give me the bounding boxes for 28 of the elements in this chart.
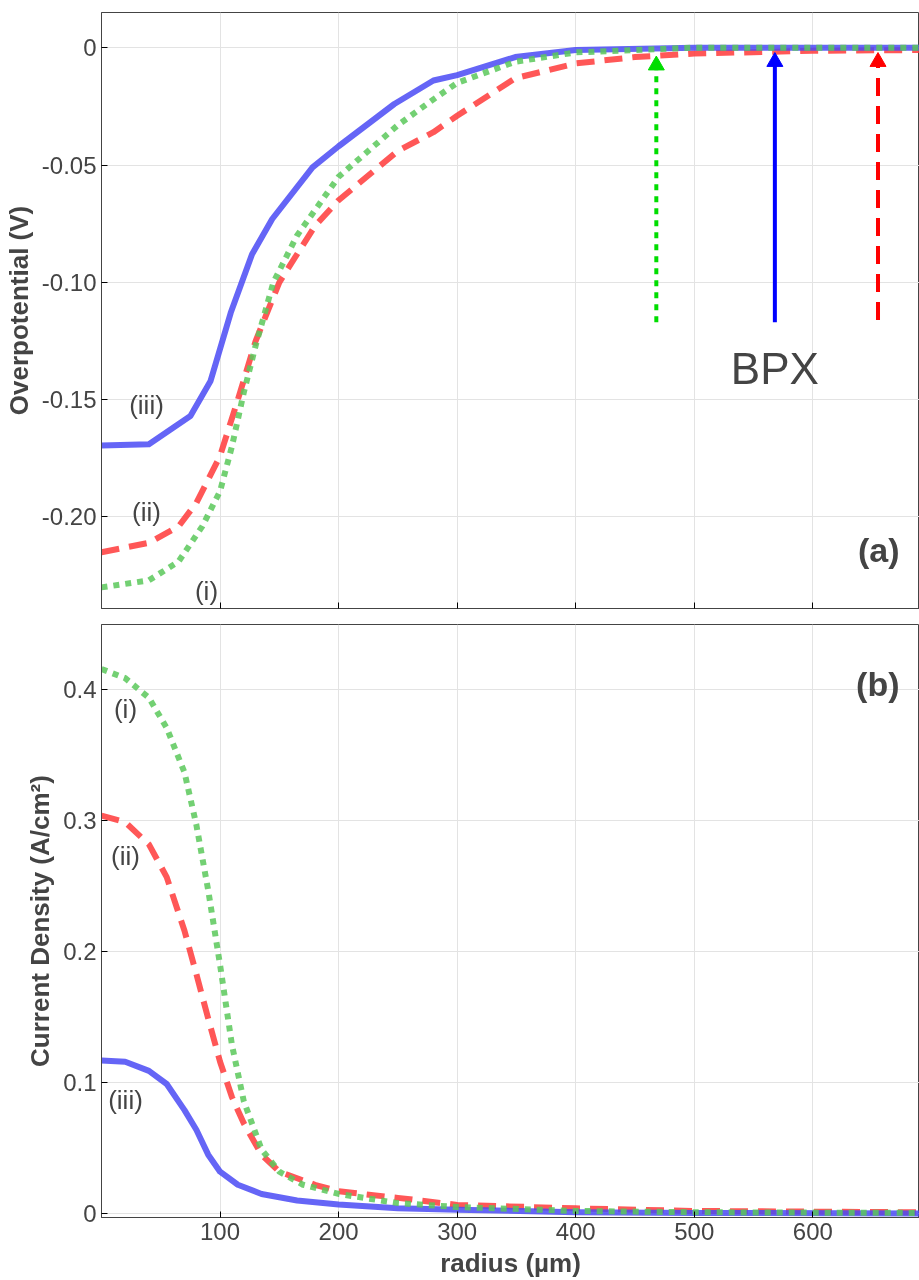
y-tick-label: 0.3 [63, 807, 97, 835]
annotation: (a) [857, 530, 900, 569]
series-label: (i) [194, 576, 219, 607]
series-label: (iii) [108, 1085, 143, 1116]
y-tick-label: 0.1 [63, 1069, 97, 1097]
y-tick-label: -0.20 [41, 503, 97, 531]
x-tick-label: 400 [555, 1217, 596, 1245]
x-tick-label: 600 [792, 1217, 833, 1245]
y-axis-title: Overpotential (V) [3, 205, 34, 416]
x-axis-title: radius (µm) [440, 1247, 581, 1278]
y-tick-label: -0.15 [41, 386, 97, 414]
y-tick-label: -0.10 [41, 268, 97, 296]
y-tick-label: -0.05 [41, 151, 97, 179]
y-tick-label: 0 [83, 34, 97, 62]
annotation: (b) [856, 664, 900, 703]
x-tick-label: 200 [318, 1217, 359, 1245]
y-axis-title: Current Density (A/cm²) [25, 775, 56, 1067]
y-tick-label: 0 [83, 1200, 97, 1228]
series-label: (ii) [132, 497, 161, 528]
series-label: (ii) [111, 840, 140, 871]
y-tick-label: 0.2 [63, 938, 97, 966]
series-label: (iii) [129, 390, 164, 421]
series-label: (i) [113, 694, 138, 725]
x-tick-label: 100 [200, 1217, 241, 1245]
y-tick-label: 0.4 [63, 676, 97, 704]
x-tick-label: 500 [674, 1217, 715, 1245]
x-tick-label: 300 [437, 1217, 478, 1245]
series-label: BPX [730, 344, 819, 394]
